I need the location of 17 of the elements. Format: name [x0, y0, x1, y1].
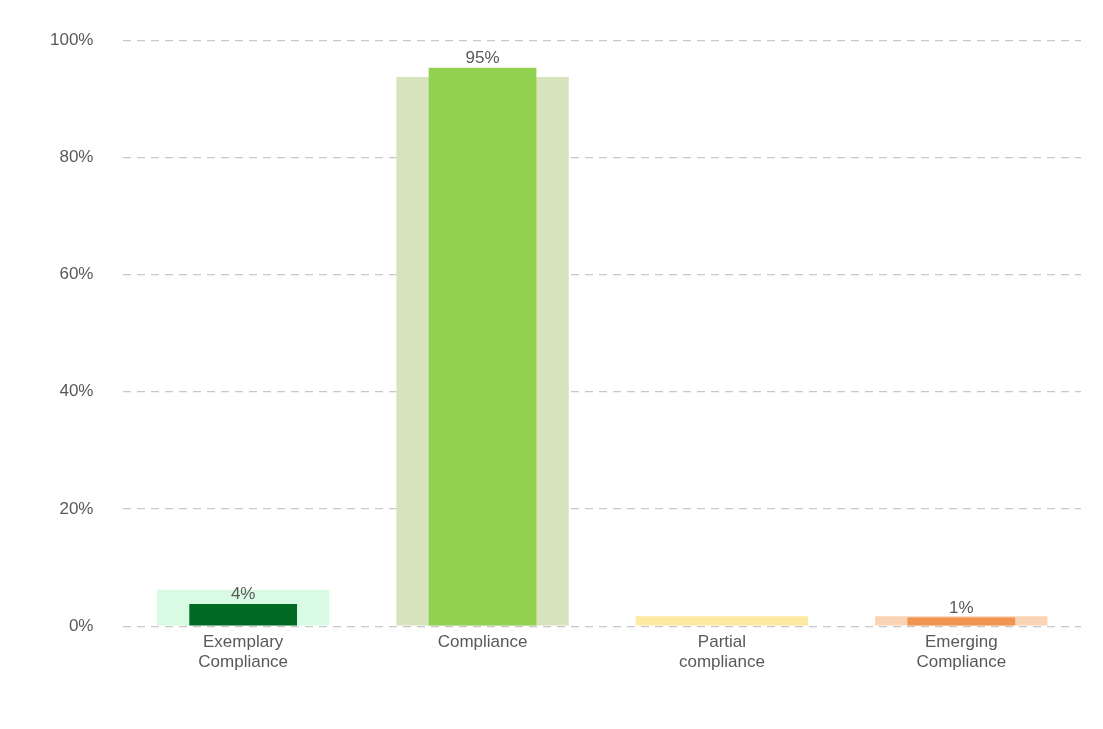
x-tick-label: Partial compliance: [678, 632, 765, 672]
bar: [907, 617, 1016, 626]
bar: [189, 603, 298, 626]
y-tick-label: 20%: [59, 498, 94, 518]
y-tick-label: 40%: [59, 381, 94, 401]
x-tick-label: Emerging Compliance: [916, 632, 1007, 672]
x-tick-label: Compliance: [437, 632, 528, 652]
y-tick-label: 60%: [59, 264, 94, 284]
bar: [428, 67, 537, 626]
data-label: 1%: [949, 597, 974, 617]
y-tick-label: 100%: [50, 29, 94, 49]
y-tick-label: 0%: [68, 615, 94, 635]
data-label: 4%: [230, 584, 256, 604]
data-label: 95%: [465, 47, 500, 67]
y-tick-label: 80%: [59, 147, 94, 167]
x-tick-label: Exemplary Compliance: [198, 632, 289, 672]
bar: [635, 616, 809, 626]
